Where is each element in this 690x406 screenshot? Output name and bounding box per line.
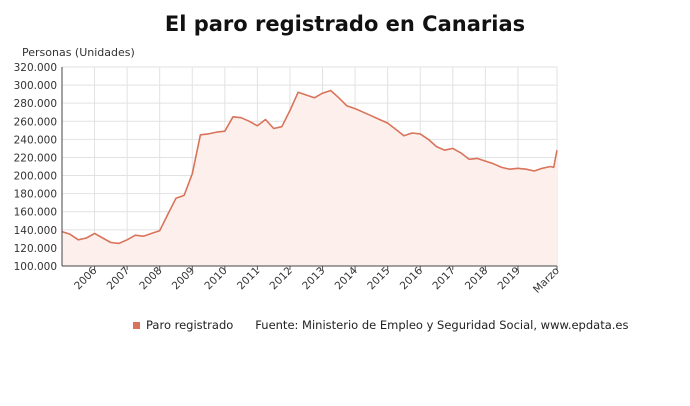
- x-tick-label: 2017: [430, 265, 457, 292]
- y-tick-label: 100.000: [14, 261, 57, 273]
- y-tick-label: 280.000: [14, 98, 57, 110]
- y-tick-label: 200.000: [14, 171, 57, 183]
- x-tick-label: 2016: [398, 265, 426, 293]
- x-tick-label: Marzo: [531, 265, 562, 296]
- x-tick-label: 2015: [365, 265, 392, 292]
- x-tick-label: 2010: [202, 265, 229, 292]
- x-tick-label: 2013: [300, 265, 327, 292]
- x-tick-label: 2019: [495, 265, 522, 292]
- y-axis-label: Personas (Unidades): [22, 46, 135, 59]
- y-tick-label: 160.000: [14, 207, 57, 219]
- chart-title: El paro registrado en Canarias: [164, 12, 526, 36]
- y-tick-label: 260.000: [14, 116, 57, 128]
- legend-swatch: [133, 321, 140, 329]
- x-tick-label: 2007: [105, 265, 132, 292]
- x-tick-label: 2011: [235, 265, 262, 292]
- series-area: [62, 90, 557, 266]
- x-tick-label: 2008: [137, 265, 164, 292]
- y-tick-label: 240.000: [14, 134, 57, 146]
- y-tick-label: 180.000: [14, 189, 57, 201]
- x-tick-label: 2006: [72, 265, 100, 293]
- series-line: [61, 89, 558, 245]
- x-tick-label: 2014: [333, 265, 361, 293]
- legend: Paro registrado Fuente: Ministerio de Em…: [133, 318, 628, 332]
- legend-label: Paro registrado: [146, 318, 234, 332]
- y-tick-label: 220.000: [14, 152, 57, 164]
- source-note: Fuente: Ministerio de Empleo y Seguridad…: [255, 318, 629, 332]
- y-tick-label: 300.000: [14, 80, 57, 92]
- y-tick-label: 120.000: [14, 243, 57, 255]
- x-tick-label: 2009: [170, 265, 197, 292]
- x-tick-label: 2012: [268, 265, 295, 292]
- y-tick-label: 320.000: [14, 62, 57, 74]
- y-tick-label: 140.000: [14, 225, 57, 237]
- x-tick-label: 2018: [463, 265, 490, 292]
